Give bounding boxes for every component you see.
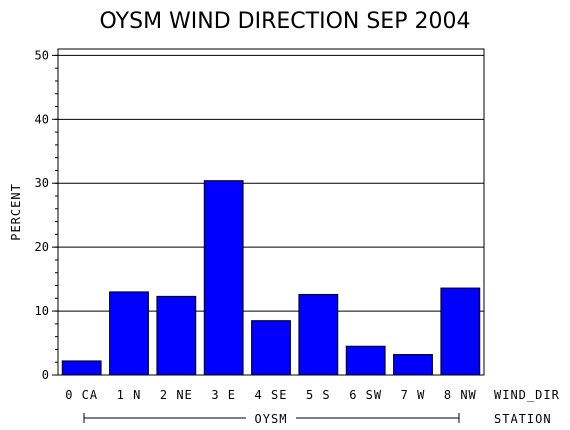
x-tick-labels: 0 CA 1 N 2 NE 3 E 4 SE 5 S 6 SW 7 W 8 NW [65,388,477,402]
bar [345,345,386,376]
bar [440,287,481,376]
x-tick-label: 3 E [211,388,236,402]
x-tick-label: 1 N [117,388,142,402]
x-tick-label: 8 NW [444,388,477,402]
y-axis: 0 10 20 30 40 50 [35,48,58,382]
x-axis-label: WIND_DIR [494,388,560,402]
bar [251,320,291,376]
gridlines [58,54,484,312]
bar [393,354,433,376]
y-tick-label: 40 [35,112,49,126]
bar [203,180,244,376]
x-tick-label: 6 SW [349,388,382,402]
y-tick-label: 10 [35,304,49,318]
x-tick-label: 4 SE [255,388,288,402]
x-tick-label: 0 CA [65,388,98,402]
x-tick-label: 5 S [306,388,331,402]
group-label: OYSM [255,412,288,426]
bar [109,291,149,376]
bar [298,293,339,376]
bar [61,360,102,376]
y-axis-label: PERCENT [9,183,23,241]
bar [156,295,197,376]
y-tick-label: 0 [42,368,49,382]
y-tick-label: 50 [35,48,49,62]
y-tick-label: 20 [35,240,49,254]
plot-frame [57,48,485,376]
bars [61,180,481,376]
x-tick-label: 2 NE [160,388,193,402]
chart-title: OYSM WIND DIRECTION SEP 2004 [100,9,471,34]
y-tick-label: 30 [35,176,49,190]
group-label-bg [246,410,296,426]
x-tick-label: 7 W [401,388,426,402]
group-axis-label: STATION [494,412,552,426]
